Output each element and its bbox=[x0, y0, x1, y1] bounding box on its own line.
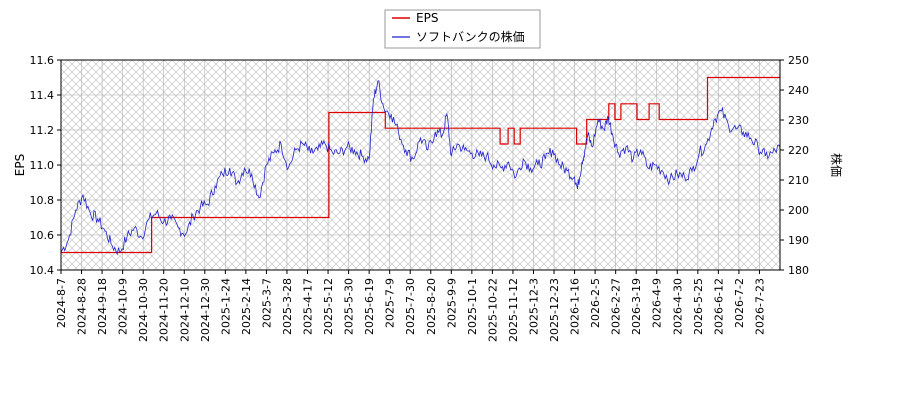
right-tick-label: 210 bbox=[788, 174, 809, 187]
right-axis-ticks: 180 190 200 210 220 230 240 250 bbox=[780, 54, 809, 277]
x-tick-label: 2025-11-12 bbox=[507, 278, 520, 342]
right-tick-label: 220 bbox=[788, 144, 809, 157]
x-tick-label: 2026-5-25 bbox=[692, 278, 705, 335]
left-tick-label: 11.2 bbox=[30, 124, 55, 137]
legend-price-label: ソフトバンクの株価 bbox=[416, 29, 525, 44]
legend-box bbox=[384, 9, 541, 49]
x-tick-label: 2024-10-9 bbox=[117, 278, 130, 335]
price-line bbox=[61, 80, 780, 256]
x-tick-label: 2025-3-28 bbox=[281, 278, 294, 335]
x-tick-label: 2025-1-24 bbox=[219, 278, 232, 335]
x-tick-label: 2025-7-30 bbox=[404, 278, 417, 335]
x-tick-label: 2026-7-23 bbox=[753, 278, 766, 335]
x-tick-label: 2026-1-16 bbox=[569, 278, 582, 335]
x-tick-label: 2025-10-1 bbox=[466, 278, 479, 335]
x-axis-ticks: 2024-8-7 2024-8-28 2024-9-18 2024-10-9 2024-… bbox=[55, 270, 766, 342]
left-tick-label: 11.0 bbox=[30, 159, 55, 172]
x-tick-label: 2024-12-30 bbox=[199, 278, 212, 342]
x-tick-label: 2024-10-30 bbox=[137, 278, 150, 342]
left-axis-label: EPS bbox=[13, 154, 27, 176]
x-tick-label: 2026-4-9 bbox=[651, 278, 664, 328]
x-tick-label: 2025-4-17 bbox=[302, 278, 315, 335]
left-tick-label: 10.6 bbox=[30, 229, 55, 242]
x-tick-label: 2025-2-14 bbox=[240, 278, 253, 335]
x-tick-label: 2025-7-9 bbox=[384, 278, 397, 328]
legend: EPS ソフトバンクの株価 bbox=[384, 9, 541, 49]
right-tick-label: 250 bbox=[788, 54, 809, 67]
x-tick-label: 2024-11-20 bbox=[158, 278, 171, 342]
x-tick-label: 2026-4-30 bbox=[671, 278, 684, 335]
x-tick-label: 2026-2-5 bbox=[589, 278, 602, 328]
left-tick-label: 11.4 bbox=[30, 89, 55, 102]
x-tick-label: 2025-10-22 bbox=[486, 278, 499, 342]
right-axis-label: 株価 bbox=[829, 153, 844, 177]
x-tick-label: 2025-12-23 bbox=[548, 278, 561, 342]
x-tick-label: 2025-3-7 bbox=[260, 278, 273, 328]
eps-line bbox=[61, 76, 780, 254]
x-tick-label: 2026-2-27 bbox=[610, 278, 623, 335]
right-tick-label: 230 bbox=[788, 114, 809, 127]
x-tick-label: 2025-12-3 bbox=[527, 278, 540, 335]
x-tick-label: 2024-8-28 bbox=[76, 278, 89, 335]
right-tick-label: 240 bbox=[788, 84, 809, 97]
x-tick-label: 2025-5-30 bbox=[343, 278, 356, 335]
left-tick-label: 11.6 bbox=[30, 54, 55, 67]
x-tick-label: 2026-7-2 bbox=[733, 278, 746, 328]
x-tick-label: 2025-6-19 bbox=[363, 278, 376, 335]
right-tick-label: 200 bbox=[788, 204, 809, 217]
left-tick-label: 10.4 bbox=[30, 264, 55, 277]
left-tick-label: 10.8 bbox=[30, 194, 55, 207]
right-tick-label: 190 bbox=[788, 234, 809, 247]
x-tick-label: 2025-9-9 bbox=[445, 278, 458, 328]
left-axis-ticks: 10.4 10.6 10.8 11.0 11.2 11.4 11.6 bbox=[30, 54, 61, 277]
x-tick-label: 2024-9-18 bbox=[96, 278, 109, 335]
x-tick-label: 2024-12-10 bbox=[178, 278, 191, 342]
x-tick-label: 2025-5-12 bbox=[322, 278, 335, 335]
right-tick-label: 180 bbox=[788, 264, 809, 277]
x-tick-label: 2026-6-12 bbox=[712, 278, 725, 335]
x-tick-label: 2024-8-7 bbox=[55, 278, 68, 328]
series-layer bbox=[61, 76, 780, 256]
x-tick-label: 2025-8-20 bbox=[425, 278, 438, 335]
legend-eps-label: EPS bbox=[416, 11, 438, 25]
x-tick-label: 2026-3-19 bbox=[630, 278, 643, 335]
